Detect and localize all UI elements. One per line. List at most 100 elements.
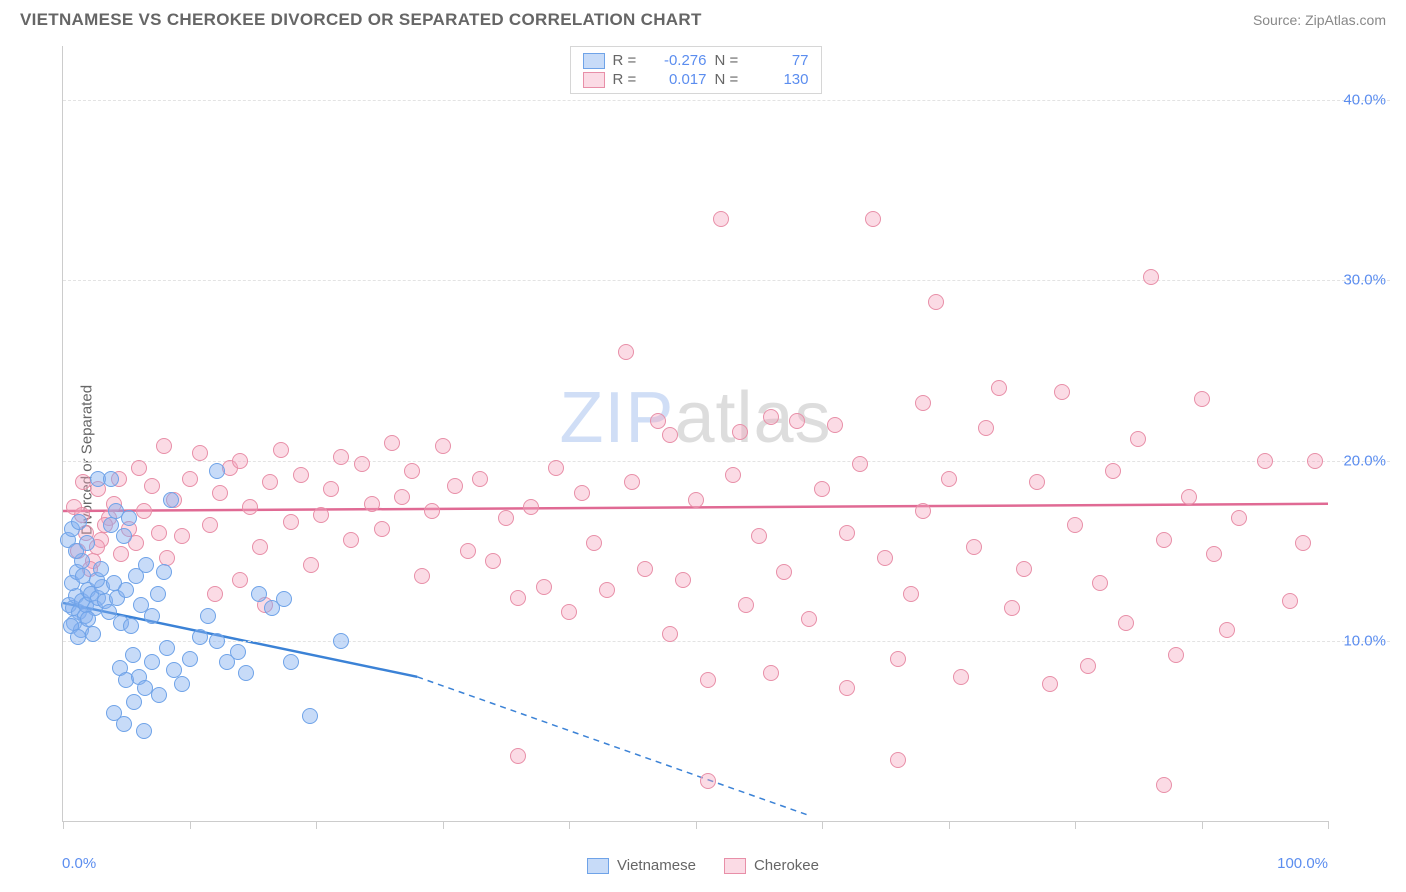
scatter-point-cherokee — [1156, 532, 1172, 548]
scatter-point-vietnamese — [138, 557, 154, 573]
scatter-point-cherokee — [941, 471, 957, 487]
scatter-point-cherokee — [1295, 535, 1311, 551]
scatter-point-cherokee — [212, 485, 228, 501]
scatter-point-cherokee — [1307, 453, 1323, 469]
scatter-point-vietnamese — [116, 716, 132, 732]
bottom-legend: Vietnamese Cherokee — [587, 857, 819, 874]
swatch-cherokee — [724, 858, 746, 874]
scatter-point-cherokee — [293, 467, 309, 483]
n-value-cherokee: 130 — [753, 71, 809, 88]
stats-box: R = -0.276 N = 77 R = 0.017 N = 130 — [570, 46, 822, 94]
scatter-point-cherokee — [675, 572, 691, 588]
scatter-point-cherokee — [966, 539, 982, 555]
scatter-point-vietnamese — [118, 582, 134, 598]
scatter-point-vietnamese — [174, 676, 190, 692]
y-tick-label: 20.0% — [1343, 452, 1386, 469]
scatter-point-cherokee — [574, 485, 590, 501]
scatter-point-vietnamese — [192, 629, 208, 645]
scatter-point-cherokee — [536, 579, 552, 595]
scatter-point-cherokee — [763, 665, 779, 681]
scatter-point-cherokee — [915, 395, 931, 411]
scatter-point-vietnamese — [71, 514, 87, 530]
x-tick — [190, 821, 191, 829]
scatter-point-cherokee — [650, 413, 666, 429]
scatter-point-cherokee — [903, 586, 919, 602]
scatter-point-cherokee — [978, 420, 994, 436]
scatter-point-vietnamese — [144, 608, 160, 624]
n-label: N = — [715, 71, 745, 88]
scatter-point-cherokee — [113, 546, 129, 562]
scatter-point-vietnamese — [85, 626, 101, 642]
scatter-point-cherokee — [151, 525, 167, 541]
stats-row-vietnamese: R = -0.276 N = 77 — [583, 51, 809, 70]
scatter-point-cherokee — [1004, 600, 1020, 616]
scatter-point-cherokee — [618, 344, 634, 360]
scatter-point-cherokee — [1143, 269, 1159, 285]
scatter-point-cherokee — [1054, 384, 1070, 400]
scatter-point-vietnamese — [163, 492, 179, 508]
chart-title: VIETNAMESE VS CHEROKEE DIVORCED OR SEPAR… — [20, 10, 702, 30]
source-name: ZipAtlas.com — [1305, 12, 1386, 28]
x-tick — [696, 821, 697, 829]
scatter-point-cherokee — [283, 514, 299, 530]
scatter-point-cherokee — [928, 294, 944, 310]
r-label: R = — [613, 71, 643, 88]
x-tick-label: 0.0% — [62, 855, 96, 872]
n-value-vietnamese: 77 — [753, 52, 809, 69]
scatter-point-cherokee — [1257, 453, 1273, 469]
scatter-point-cherokee — [75, 474, 91, 490]
swatch-vietnamese — [587, 858, 609, 874]
scatter-point-cherokee — [1130, 431, 1146, 447]
scatter-point-cherokee — [523, 499, 539, 515]
scatter-point-vietnamese — [159, 640, 175, 656]
scatter-point-cherokee — [700, 672, 716, 688]
scatter-point-cherokee — [343, 532, 359, 548]
scatter-point-vietnamese — [126, 694, 142, 710]
scatter-point-cherokee — [174, 528, 190, 544]
scatter-point-cherokee — [207, 586, 223, 602]
scatter-point-vietnamese — [156, 564, 172, 580]
scatter-point-cherokee — [1181, 489, 1197, 505]
scatter-point-cherokee — [252, 539, 268, 555]
scatter-point-cherokee — [232, 453, 248, 469]
scatter-point-cherokee — [877, 550, 893, 566]
scatter-point-cherokee — [688, 492, 704, 508]
scatter-point-cherokee — [725, 467, 741, 483]
scatter-point-cherokee — [156, 438, 172, 454]
scatter-point-cherokee — [414, 568, 430, 584]
y-tick-label: 30.0% — [1343, 272, 1386, 289]
scatter-point-cherokee — [637, 561, 653, 577]
scatter-point-vietnamese — [70, 629, 86, 645]
watermark-atlas: atlas — [674, 378, 831, 458]
grid-line — [63, 280, 1390, 281]
scatter-point-cherokee — [1206, 546, 1222, 562]
scatter-point-cherokee — [1092, 575, 1108, 591]
scatter-point-cherokee — [447, 478, 463, 494]
scatter-point-cherokee — [890, 651, 906, 667]
scatter-point-cherokee — [472, 471, 488, 487]
grid-line — [63, 100, 1390, 101]
scatter-point-cherokee — [953, 669, 969, 685]
y-tick-label: 40.0% — [1343, 92, 1386, 109]
scatter-point-cherokee — [262, 474, 278, 490]
scatter-point-cherokee — [510, 590, 526, 606]
scatter-point-vietnamese — [251, 586, 267, 602]
r-value-vietnamese: -0.276 — [651, 52, 707, 69]
scatter-point-cherokee — [136, 503, 152, 519]
x-tick — [1202, 821, 1203, 829]
scatter-point-vietnamese — [209, 633, 225, 649]
scatter-point-cherokee — [915, 503, 931, 519]
scatter-point-cherokee — [1156, 777, 1172, 793]
scatter-point-vietnamese — [79, 535, 95, 551]
scatter-point-cherokee — [374, 521, 390, 537]
x-tick-label: 100.0% — [1277, 855, 1328, 872]
scatter-point-cherokee — [732, 424, 748, 440]
scatter-point-vietnamese — [276, 591, 292, 607]
scatter-point-cherokee — [865, 211, 881, 227]
scatter-point-cherokee — [394, 489, 410, 505]
scatter-point-cherokee — [1105, 463, 1121, 479]
x-tick — [949, 821, 950, 829]
scatter-point-cherokee — [182, 471, 198, 487]
scatter-point-cherokee — [738, 597, 754, 613]
scatter-point-cherokee — [662, 626, 678, 642]
